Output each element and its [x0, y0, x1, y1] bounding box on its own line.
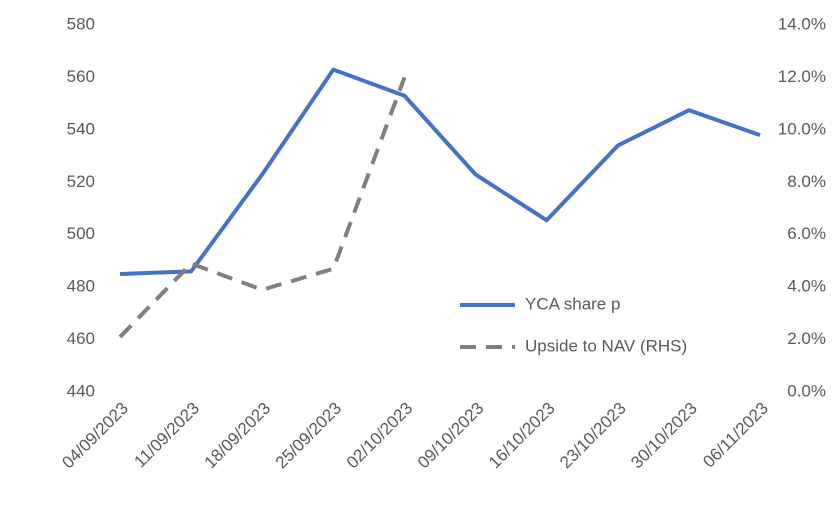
y-tick-label: 480	[67, 277, 95, 296]
y-tick-label: 520	[67, 172, 95, 191]
x-tick-label: 16/10/2023	[485, 399, 559, 473]
x-tick-label: 04/09/2023	[58, 399, 132, 473]
y2-tick-label: 6.0%	[787, 224, 826, 243]
y2-tick-label: 0.0%	[787, 381, 826, 400]
series-line	[118, 76, 407, 339]
legend-label: Upside to NAV (RHS)	[525, 336, 687, 355]
x-tick-label: 09/10/2023	[414, 399, 488, 473]
y-tick-label: 540	[67, 119, 95, 138]
x-tick-label: 30/10/2023	[627, 399, 701, 473]
legend-label: YCA share p	[525, 294, 620, 313]
y-tick-label: 460	[67, 329, 95, 348]
y2-tick-label: 12.0%	[778, 67, 826, 86]
y2-tick-label: 14.0%	[778, 14, 826, 33]
x-tick-label: 11/09/2023	[130, 399, 203, 472]
y-tick-label: 440	[67, 381, 95, 400]
x-tick-label: 23/10/2023	[556, 399, 630, 473]
series-line	[119, 67, 761, 277]
y-tick-label: 500	[67, 224, 95, 243]
y2-tick-label: 2.0%	[787, 329, 826, 348]
y2-tick-label: 8.0%	[787, 172, 826, 191]
y-tick-label: 580	[67, 14, 95, 33]
x-tick-label: 18/09/2023	[201, 399, 275, 473]
x-tick-label: 02/10/2023	[343, 399, 417, 473]
y2-tick-label: 10.0%	[778, 119, 826, 138]
y-tick-label: 560	[67, 67, 95, 86]
x-tick-label: 25/09/2023	[272, 399, 346, 473]
x-tick-label: 06/11/2023	[699, 399, 772, 472]
y2-tick-label: 4.0%	[787, 277, 826, 296]
